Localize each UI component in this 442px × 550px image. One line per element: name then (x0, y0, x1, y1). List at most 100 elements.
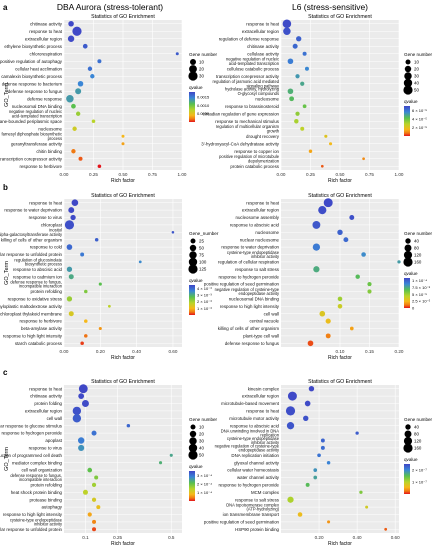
legend-qvalue-label: 1 × 10⁻³ (197, 306, 212, 311)
go-term-label: nucleosomal DNA binding (229, 297, 280, 302)
data-point (313, 468, 318, 472)
data-point (87, 467, 93, 473)
panel-title: Statistics of GO Enrichment (91, 193, 155, 199)
legend-qvalue-title: qvalue (189, 85, 203, 90)
go-panel-b-left: Statistics of GO Enrichment 0.00 0.20 0.40 0… (0, 193, 219, 361)
go-term-label: depolymerization (248, 158, 280, 163)
go-term-label: replication (260, 433, 279, 438)
legend-size-dot (188, 257, 198, 267)
data-point (307, 340, 314, 347)
go-term-label: chitinase activity (30, 394, 63, 399)
legend-size-dot (188, 443, 198, 453)
data-point (308, 386, 315, 392)
legend-size-label: 75 (199, 253, 204, 258)
legend-qvalue-label: 3 × 10⁻⁴ (197, 473, 212, 478)
legend-qvalue-label: 7.5 × 10⁻⁵ (412, 285, 431, 290)
legend-colorbar (404, 278, 410, 308)
legend-size-dot (189, 244, 197, 252)
go-term-label: glyoxal channel activity (234, 460, 280, 465)
go-term-label: process (48, 136, 62, 141)
x-axis-label: Rich factor (328, 178, 352, 184)
data-point (91, 430, 97, 436)
go-term-label: cellulase activity (247, 51, 280, 56)
go-term-label: response to high light intensity (3, 334, 63, 339)
legend-size-dot (190, 424, 196, 430)
go-term-label: cellulose catabolic process (227, 66, 280, 71)
data-point (87, 66, 93, 71)
data-point (87, 512, 92, 517)
go-term-label: central vacuole (249, 319, 279, 324)
legend-qvalue-title: qvalue (189, 464, 203, 469)
x-tick-label: 0.60 (391, 535, 400, 540)
legend-size-title: Gene number (404, 231, 433, 236)
legend-size-label: 50 (414, 88, 419, 93)
data-point (324, 134, 328, 138)
legend-colorbar (404, 464, 410, 494)
go-term-label: DNA unwinding involved in DNA (221, 429, 280, 434)
x-tick-label: 0.15 (365, 349, 374, 354)
go-term-label: regulation of defense response (219, 36, 280, 41)
data-point (92, 519, 97, 524)
data-point (66, 244, 73, 250)
data-point (312, 220, 321, 229)
legend-size-dot (405, 59, 411, 65)
go-term-label: response to hydrogen peroxide (218, 483, 279, 488)
data-point (71, 199, 79, 207)
go-panel-b-right: Statistics of GO Enrichment 0.10 0.15 0.20 r… (204, 193, 433, 361)
data-point (169, 453, 173, 457)
go-term-label: microtubule motor activity (229, 416, 280, 421)
data-point (97, 164, 102, 169)
data-point (384, 527, 388, 531)
data-point (71, 149, 76, 154)
legend-size-dot (403, 85, 413, 95)
legend-size-dot (403, 250, 413, 260)
data-point (72, 414, 82, 423)
data-point (305, 482, 310, 487)
data-point (319, 310, 326, 317)
x-tick-label: 0.40 (132, 349, 141, 354)
go-term-label: transcription corepressor activity (216, 74, 280, 79)
go-term-label: MCM complex (251, 490, 280, 495)
legend-size-label: 50 (199, 246, 204, 251)
go-term-label: response to mechanical stimulus (215, 119, 279, 124)
go-term-label: protease binding (30, 497, 63, 502)
legend-size-label: 20 (414, 67, 419, 72)
go-term-label: protein folding (34, 401, 62, 406)
go-term-label: beta-amylase activity (21, 326, 63, 331)
data-point (308, 149, 313, 153)
data-point (300, 126, 305, 131)
go-term-label: regulation of jasmonic acid mediated (213, 79, 280, 84)
go-term-label: defense response to fungus, (10, 473, 62, 478)
panel-label-b: b (3, 183, 8, 192)
go-term-label: signaling pathway (246, 83, 279, 88)
x-tick-label: 0.10 (336, 349, 345, 354)
go-panel-c-right: Statistics of GO Enrichment 0.20 0.40 0.60 k… (204, 379, 433, 547)
legend-size-label: 25 (199, 239, 204, 244)
data-point (171, 231, 175, 234)
go-term-label: heat shock protein binding (11, 490, 63, 495)
left-column-title: DBA Aurora (stress-tolerant) (57, 2, 163, 12)
data-point (287, 496, 294, 503)
go-term-label: amyloplastic maltodextrose activity (0, 304, 63, 309)
go-term-label: chitinase activity (247, 44, 280, 49)
data-point (70, 214, 76, 221)
go-term-label: ethylene biosynthetic process (4, 44, 62, 49)
go-term-label: response to heat (29, 200, 62, 205)
go-term-label: response to abscisic acid (13, 267, 63, 272)
go-term-label: biosynthetic process (25, 262, 62, 267)
go-term-label: inhibitor activity (34, 522, 63, 527)
legend-size-label: 40 (199, 446, 204, 451)
go-term-label: 3'-hydroxyacyl-CoA dehydratase activity (201, 141, 280, 146)
data-point (349, 326, 354, 331)
x-tick-label: 0.25 (113, 535, 122, 540)
x-tick-label: 1.00 (395, 172, 404, 177)
data-point (292, 43, 298, 49)
go-term-label: defense response to fungus, (10, 280, 62, 285)
data-point (295, 74, 300, 79)
go-term-label: kinesin complex (248, 386, 280, 391)
data-point (283, 27, 291, 35)
legend-size-dot (190, 59, 196, 65)
go-term-label: cysteine-type endopeptidase (227, 250, 280, 255)
go-term-label: response to heat (29, 29, 62, 34)
